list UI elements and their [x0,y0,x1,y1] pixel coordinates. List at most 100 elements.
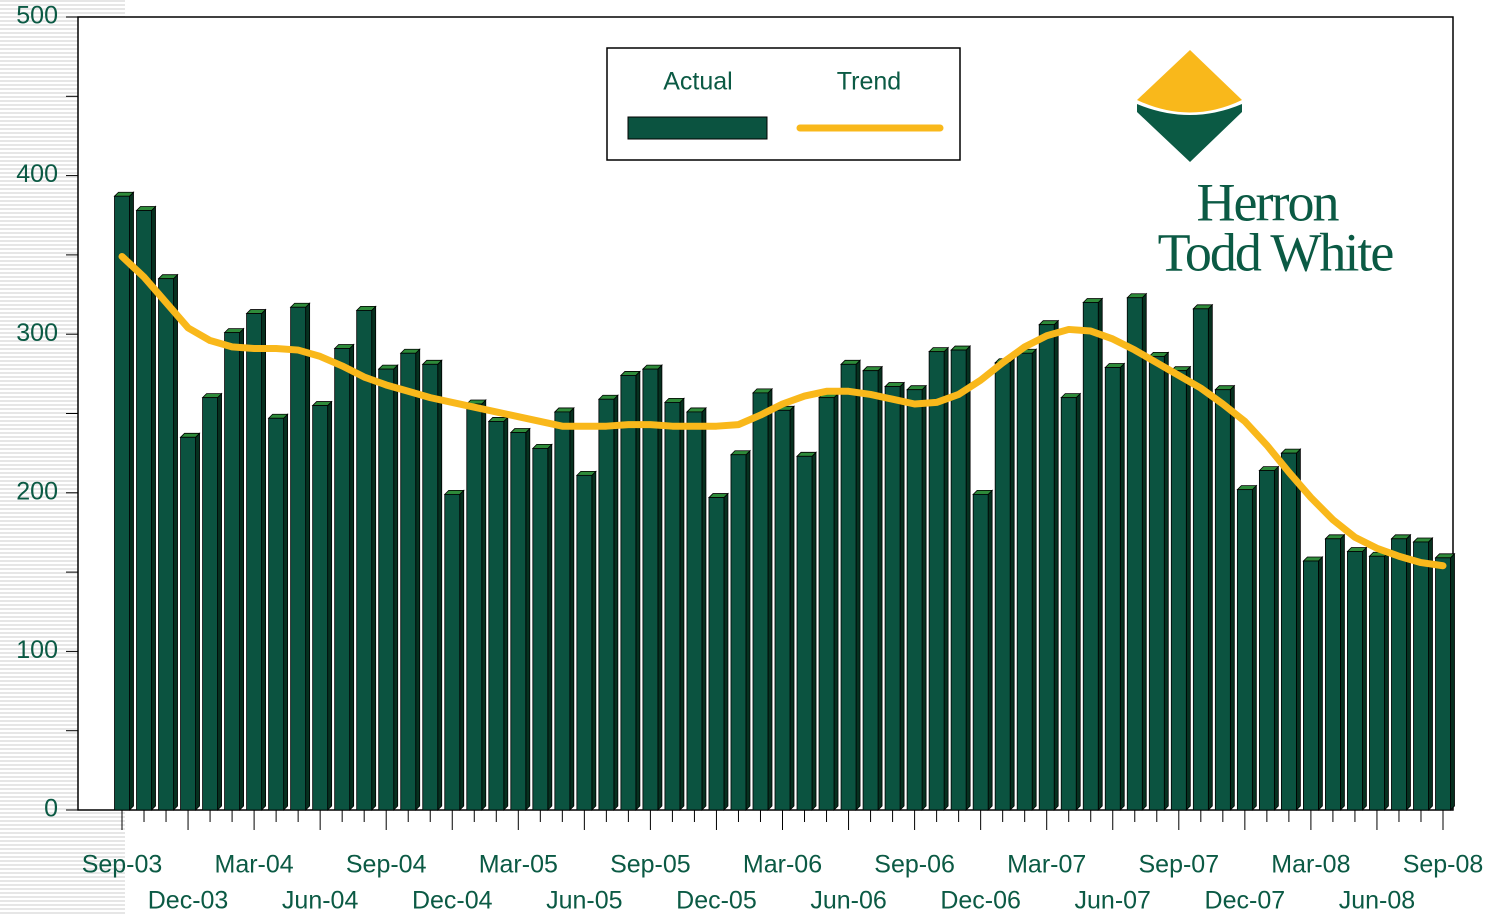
bar-top [377,364,399,370]
bar [1016,352,1033,811]
bar [1413,541,1429,811]
bar-top [1104,363,1126,368]
x-tick-label: Dec-04 [412,887,493,915]
bar-top [1324,534,1346,540]
bar-top [487,417,509,422]
x-tick-label: Dec-03 [148,887,229,915]
bar [224,332,240,811]
bar [796,455,813,811]
bar [510,432,527,811]
bar-side [1207,303,1213,811]
bar-top [1126,293,1148,299]
bar [136,210,152,811]
bar-side [525,427,531,811]
bar-side [1141,292,1147,811]
bar-top [1214,385,1236,391]
bar-top [267,413,289,419]
bar-side [987,489,993,811]
bar-side [657,364,663,811]
x-tick-label: Dec-05 [676,887,757,915]
bar-side [151,205,156,811]
bar [532,447,549,811]
bar-side [569,406,575,811]
x-tick-label: Sep-07 [1138,851,1219,879]
bar-side [1362,546,1367,811]
bar-side [1163,351,1169,811]
bar [1038,324,1055,811]
bar-side [789,405,795,811]
bar-top [1346,547,1368,552]
bar [180,436,196,811]
bar-side [1340,533,1345,811]
x-tick-label: Mar-04 [215,851,294,879]
bar [1060,397,1077,811]
bar [664,401,681,811]
bar [1435,557,1451,811]
bar-top [245,309,267,314]
trend-line [118,252,1447,570]
y-tick-label: 400 [16,160,58,188]
bar-top [421,359,443,365]
bar [1391,538,1407,811]
bar-top [597,394,619,400]
bar-top [730,450,751,456]
bar-side [1406,533,1411,811]
bar-top [619,371,641,376]
bar-side [701,406,707,811]
bar-top [663,397,685,403]
legend-box [606,47,961,161]
y-tick-label: 0 [44,795,58,823]
bar-side [261,308,267,811]
bar-top [179,432,201,438]
x-tick-label: Dec-06 [940,887,1021,915]
bar-side [1031,348,1037,811]
bar-top [796,451,817,457]
bar-side [1009,357,1015,811]
bar-top [1038,320,1060,326]
bar [158,278,174,811]
bar-side [1384,551,1389,811]
bar-top [1412,537,1434,543]
bar [400,352,417,811]
bar-side [1053,319,1059,811]
bar [774,409,791,811]
bar [994,362,1011,811]
logo: Herron Todd White [1137,50,1395,282]
bar-side [1251,484,1257,811]
bar [884,386,901,811]
bar [730,454,747,811]
bar-top [1280,448,1302,454]
bar-side [811,451,817,811]
bar [1214,389,1231,811]
bar-side [877,365,883,811]
legend: Actual Trend [606,47,961,161]
bar-top [1302,556,1324,562]
bar-side [613,394,619,811]
bar-side [1119,362,1125,811]
bar [818,397,835,811]
bar-side [283,413,289,811]
bar-side [239,327,244,811]
bar-top [641,364,663,370]
bar-top [575,470,597,476]
legend-label: Actual [663,68,732,96]
bar-side [1318,556,1323,811]
bar-top [355,306,377,311]
bar-side [305,302,311,811]
x-tick-label: Sep-03 [82,851,163,879]
bar-top [906,385,928,391]
bar-side [855,359,861,811]
bar-top [157,274,179,280]
bar-top [1192,304,1214,310]
bar [950,349,967,811]
legend-swatch [627,116,768,140]
bar [444,493,461,811]
bar [928,351,945,811]
bar [752,392,769,811]
bar-side [833,392,839,811]
bar-side [679,397,685,811]
bar-side [1450,552,1455,811]
bar-top [311,401,333,406]
bar-side [327,400,333,811]
x-tick-label: Sep-06 [874,851,955,879]
